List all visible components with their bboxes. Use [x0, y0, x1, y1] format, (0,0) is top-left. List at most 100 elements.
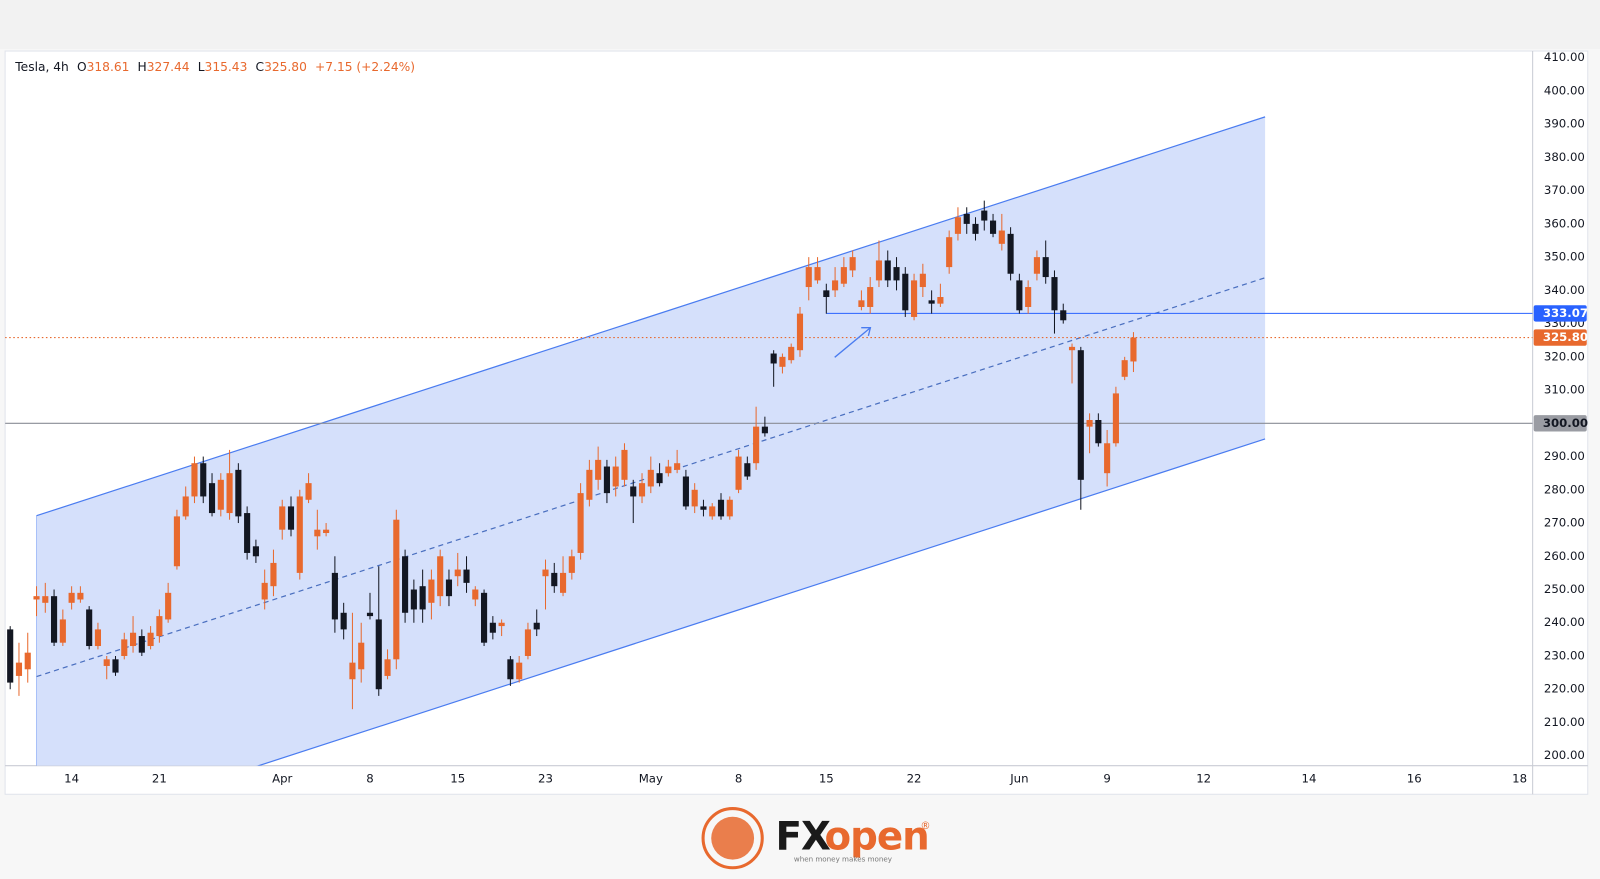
candle-body [630, 486, 637, 497]
candle-body [542, 569, 549, 577]
y-tick-label: 340.00 [1544, 283, 1585, 297]
candle-body [665, 466, 672, 474]
y-tick-label: 220.00 [1544, 682, 1585, 696]
candle-body [1086, 419, 1093, 427]
candle-body [1121, 360, 1128, 377]
candle-body [86, 609, 93, 647]
candle-body [323, 529, 330, 534]
y-tick-label: 350.00 [1544, 250, 1585, 264]
candle-body [744, 463, 751, 477]
price-label-box [1533, 415, 1587, 432]
candle-body [858, 300, 865, 307]
candle-body [796, 313, 804, 351]
candle-body [805, 267, 812, 288]
candle-body [15, 662, 23, 676]
y-tick-label: 360.00 [1544, 216, 1585, 230]
candle-body [814, 267, 821, 281]
candle-body [700, 506, 707, 510]
x-tick-label: 8 [735, 771, 742, 785]
logo-tagline: when money makes money [794, 855, 892, 864]
candle-body [296, 496, 303, 573]
y-tick-label: 390.00 [1544, 117, 1585, 131]
candle-body [674, 463, 681, 470]
candle-body [1112, 393, 1119, 444]
candle-body [998, 230, 1005, 244]
candle-body [454, 569, 461, 577]
candle-body [489, 622, 496, 633]
y-tick-label: 370.00 [1544, 183, 1585, 197]
candle-body [1025, 287, 1032, 307]
candle-body [287, 506, 295, 530]
candle-body [33, 596, 40, 600]
candle-body [559, 572, 567, 593]
channel-upper-line [36, 116, 1266, 517]
candle-body [1033, 257, 1040, 274]
candle-body [726, 499, 733, 517]
price-label: 333.07 [1543, 306, 1588, 320]
candle-body [928, 300, 935, 304]
candle-body [419, 586, 426, 610]
x-tick-label: 23 [538, 771, 553, 785]
candle-body [638, 483, 646, 497]
candle-body [112, 659, 119, 673]
y-tick-label: 270.00 [1544, 516, 1585, 530]
y-tick-label: 230.00 [1544, 648, 1585, 662]
price-label-box [1533, 329, 1587, 346]
ohlc-key: H [138, 60, 147, 74]
candle-body [200, 463, 207, 497]
candle-body [840, 267, 847, 284]
candle-body [577, 493, 584, 553]
x-tick-label: 14 [1302, 771, 1317, 785]
candle-body [182, 496, 189, 517]
price-label: 325.80 [1543, 330, 1588, 344]
y-tick-label: 200.00 [1544, 748, 1585, 762]
x-tick-label: 14 [64, 771, 79, 785]
candle-body [884, 260, 891, 281]
candle-body [445, 579, 453, 597]
candle-body [270, 562, 277, 587]
candle-body [59, 619, 66, 643]
candle-body [612, 466, 619, 487]
candle-body [568, 556, 575, 573]
candle-body [867, 287, 874, 307]
candle-body [305, 483, 312, 500]
candle-body [410, 589, 417, 610]
ohlc-value: 318.61 [87, 60, 130, 74]
x-tick-label: 18 [1512, 771, 1527, 785]
y-tick-label: 250.00 [1544, 582, 1585, 596]
ohlc-key: C [256, 60, 265, 74]
candle-body [1068, 346, 1076, 351]
candle-body [823, 290, 830, 298]
candle-body [875, 260, 883, 281]
candle-body [1051, 277, 1058, 311]
y-tick-label: 240.00 [1544, 615, 1585, 629]
candle-body [753, 426, 760, 464]
candle-body [770, 353, 777, 364]
candle-body [963, 213, 970, 224]
x-tick-label: Apr [272, 771, 292, 785]
candle-body [217, 479, 224, 510]
candle-body [393, 519, 400, 660]
candle-body [208, 483, 216, 514]
candle-body [1130, 337, 1137, 362]
x-tick-label: 12 [1196, 771, 1211, 785]
x-tick-label: 15 [819, 771, 834, 785]
candle-body [235, 469, 242, 517]
candle-body [735, 456, 742, 490]
candle-body [1007, 233, 1014, 274]
candle-body [94, 629, 102, 647]
candle-body [226, 473, 233, 514]
candle-body [524, 629, 532, 656]
candle-body [902, 273, 909, 311]
y-tick-label: 410.00 [1544, 50, 1585, 64]
x-tick-label: 21 [152, 771, 167, 785]
candle-body [516, 662, 523, 680]
symbol: Tesla, 4h [14, 60, 69, 74]
candle-body [279, 506, 286, 530]
candle-body [507, 659, 514, 680]
candle-body [919, 273, 926, 288]
candle-body [911, 280, 918, 317]
ohlc-value: 325.80 [264, 60, 307, 74]
candle-body [51, 596, 58, 643]
